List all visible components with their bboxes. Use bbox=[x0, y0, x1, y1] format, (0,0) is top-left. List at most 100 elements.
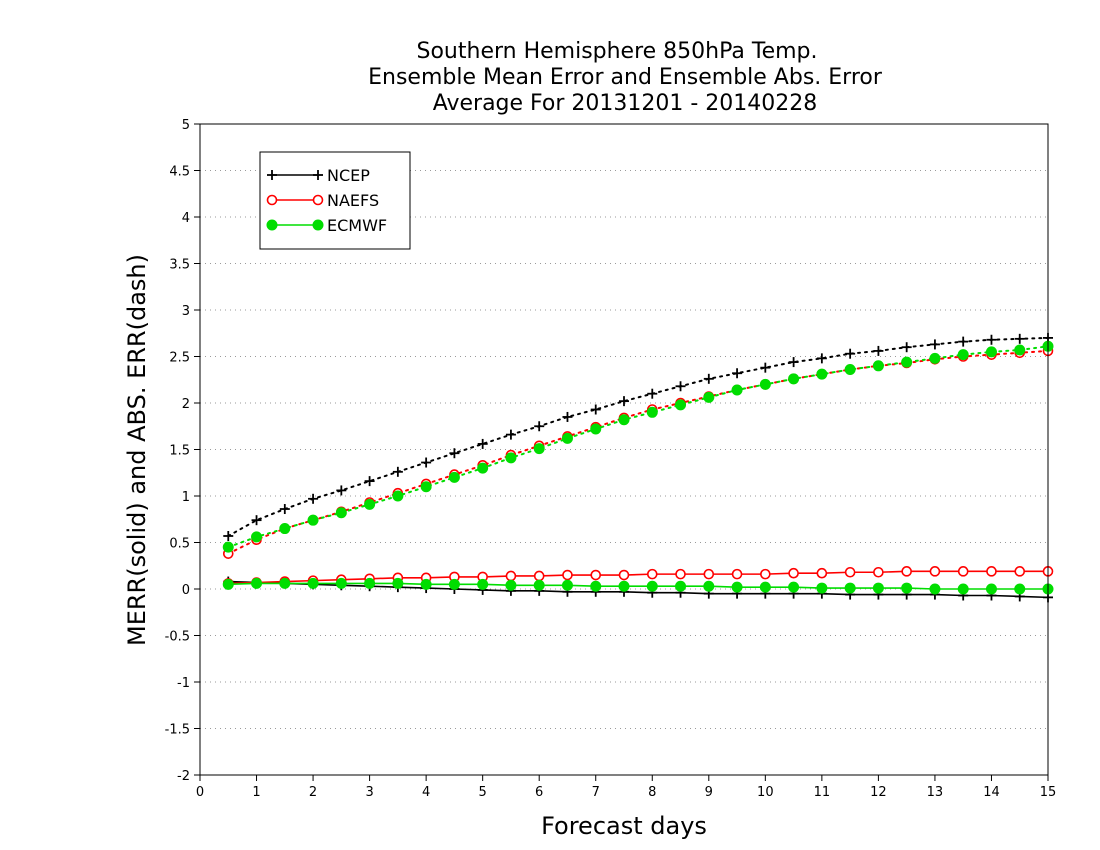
point-ecmwf-abs-err bbox=[844, 364, 856, 376]
point-naefs-merr bbox=[986, 566, 997, 577]
point-ncep-abs-err bbox=[873, 345, 884, 356]
point-ncep-abs-err bbox=[619, 396, 629, 407]
y-tick-label: 5 bbox=[182, 118, 190, 133]
series-naefs-abs-err-line bbox=[227, 349, 1049, 555]
point-ecmwf-merr bbox=[448, 578, 460, 590]
chart-title-line-3: Average For 20131201 - 20140228 bbox=[433, 91, 818, 116]
point-ecmwf-merr bbox=[788, 581, 800, 593]
point-ecmwf-merr bbox=[1014, 583, 1026, 595]
point-naefs-merr bbox=[646, 568, 658, 580]
point-naefs-merr bbox=[788, 567, 799, 579]
point-ecmwf-abs-err bbox=[788, 373, 800, 385]
point-ecmwf-merr bbox=[533, 579, 545, 591]
x-tick-label: 9 bbox=[705, 785, 713, 800]
point-ncep-abs-err bbox=[449, 448, 460, 459]
point-naefs-merr bbox=[533, 570, 545, 582]
point-naefs-merr bbox=[562, 569, 573, 581]
point-ncep-abs-err bbox=[279, 504, 290, 515]
point-ncep-abs-err bbox=[364, 476, 375, 487]
point-ecmwf-merr bbox=[477, 578, 489, 590]
point-ecmwf-merr bbox=[279, 577, 291, 589]
x-tick-label: 10 bbox=[757, 785, 774, 800]
x-tick-label: 7 bbox=[592, 785, 600, 800]
x-tick-label: 5 bbox=[479, 785, 487, 800]
point-ecmwf-abs-err bbox=[307, 514, 319, 526]
point-naefs-merr bbox=[731, 568, 743, 580]
axes: -2-1.5-1-0.500.511.522.533.544.550 1 2 3 4 5 6… bbox=[165, 118, 1057, 800]
x-tick-label: 6 bbox=[535, 785, 543, 800]
point-ecmwf-abs-err bbox=[618, 414, 630, 426]
point-ecmwf-merr bbox=[957, 583, 969, 595]
point-ecmwf-merr bbox=[420, 578, 432, 590]
point-ncep-abs-err bbox=[958, 336, 969, 347]
point-ecmwf-merr bbox=[646, 580, 658, 592]
point-ecmwf-abs-err bbox=[901, 356, 913, 368]
point-ncep-abs-err bbox=[845, 348, 856, 359]
point-ecmwf-merr bbox=[872, 582, 884, 594]
point-ecmwf-merr bbox=[505, 579, 517, 591]
y-axis-label: MERR(solid) and ABS. ERR(dash) bbox=[123, 254, 151, 646]
point-ecmwf-abs-err bbox=[759, 378, 771, 390]
legend-marker bbox=[267, 170, 277, 180]
point-ecmwf-abs-err bbox=[703, 391, 715, 403]
point-ncep-abs-err bbox=[788, 357, 799, 368]
point-ecmwf-merr bbox=[844, 582, 856, 594]
point-ncep-abs-err bbox=[590, 404, 601, 415]
point-ecmwf-merr bbox=[731, 581, 743, 593]
point-ncep-abs-err bbox=[562, 411, 573, 422]
point-ecmwf-merr bbox=[335, 577, 347, 589]
point-ncep-abs-err bbox=[816, 353, 827, 364]
x-tick-label: 13 bbox=[927, 785, 944, 800]
point-ecmwf-abs-err bbox=[420, 481, 432, 493]
x-tick-label: 15 bbox=[1040, 785, 1057, 800]
legend-item-ncep: NCEP bbox=[267, 166, 370, 185]
legend-marker bbox=[313, 170, 323, 180]
legend-item-naefs: NAEFS bbox=[266, 191, 379, 210]
point-ecmwf-merr bbox=[364, 577, 376, 589]
y-tick-label: 4 bbox=[182, 211, 190, 226]
point-ncep-abs-err bbox=[703, 373, 714, 384]
y-tick-label: -1 bbox=[177, 676, 190, 691]
y-tick-label: 3.5 bbox=[169, 258, 190, 273]
legend-label: ECMWF bbox=[327, 216, 387, 235]
point-naefs-merr bbox=[760, 568, 771, 580]
y-tick-label: 1.5 bbox=[169, 444, 190, 459]
point-ecmwf-abs-err bbox=[364, 498, 376, 510]
point-ecmwf-merr bbox=[703, 580, 715, 592]
point-ecmwf-merr bbox=[392, 577, 404, 589]
point-naefs-merr bbox=[844, 566, 856, 578]
point-naefs-merr bbox=[929, 566, 941, 577]
y-tick-label: -0.5 bbox=[165, 630, 190, 645]
x-tick-label: 3 bbox=[365, 785, 373, 800]
point-ecmwf-abs-err bbox=[335, 507, 347, 519]
point-ecmwf-merr bbox=[675, 580, 687, 592]
y-tick-label: -1.5 bbox=[165, 723, 190, 738]
point-ecmwf-abs-err bbox=[872, 360, 884, 372]
point-naefs-merr bbox=[590, 569, 602, 581]
point-ecmwf-merr bbox=[816, 582, 828, 594]
point-ecmwf-merr bbox=[759, 581, 771, 593]
point-naefs-merr bbox=[703, 568, 715, 580]
chart-title-line-2: Ensemble Mean Error and Ensemble Abs. Er… bbox=[368, 65, 883, 90]
chart-title-line-1: Southern Hemisphere 850hPa Temp. bbox=[417, 39, 818, 64]
point-ecmwf-abs-err bbox=[477, 462, 489, 474]
point-naefs-merr bbox=[901, 566, 912, 577]
point-ecmwf-merr bbox=[222, 578, 234, 590]
legend-label: NAEFS bbox=[327, 191, 379, 210]
legend-marker bbox=[312, 194, 324, 206]
point-ecmwf-abs-err bbox=[251, 531, 263, 543]
legend: NCEP NAEFS ECMWF bbox=[259, 151, 411, 250]
point-ecmwf-abs-err bbox=[731, 384, 743, 396]
point-ecmwf-merr bbox=[251, 577, 263, 589]
point-ecmwf-abs-err bbox=[505, 452, 517, 464]
grid bbox=[200, 170, 1048, 729]
point-ncep-abs-err bbox=[336, 485, 347, 496]
point-ncep-abs-err bbox=[251, 515, 262, 526]
y-tick-label: -2 bbox=[177, 769, 190, 784]
point-ecmwf-merr bbox=[618, 580, 630, 592]
point-ecmwf-abs-err bbox=[448, 471, 460, 483]
point-naefs-merr bbox=[675, 568, 686, 580]
point-ecmwf-merr bbox=[901, 582, 913, 594]
legend-marker bbox=[312, 219, 324, 231]
